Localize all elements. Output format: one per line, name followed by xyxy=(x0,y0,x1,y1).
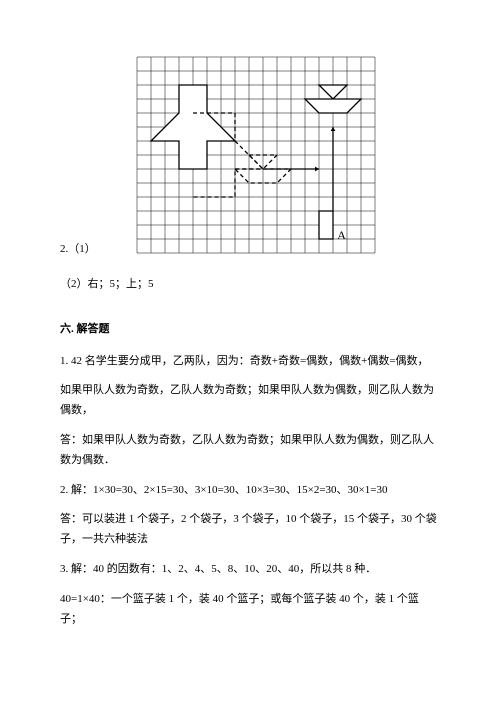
s6-p2: 如果甲队人数为奇数，乙队人数为奇数；如果甲队人数为偶数，则乙队人数为偶数， xyxy=(60,381,440,421)
figure-row: 2.（1） A xyxy=(60,50,440,260)
s6-p4: 2. 解：1×30=30、2×15=30、3×10=30、10×3=30、15×… xyxy=(60,481,440,501)
section-6-heading: 六. 解答题 xyxy=(60,320,440,340)
svg-text:A: A xyxy=(337,228,346,242)
s6-p3: 答：如果甲队人数为奇数，乙队人数为奇数；如果甲队人数为偶数，则乙队人数为偶数． xyxy=(60,431,440,471)
q2-line-2: （2）右；5；上；5 xyxy=(60,275,440,295)
s6-p1: 1. 42 名学生要分成甲，乙两队，因为：奇数+奇数=偶数，偶数+偶数=偶数， xyxy=(60,352,440,372)
s6-p6: 3. 解：40 的因数有：1、2、4、5、8、10、20、40，所以共 8 种． xyxy=(60,560,440,580)
q2-label-1: 2.（1） xyxy=(60,240,96,260)
grid-diagram: A xyxy=(130,50,382,260)
s6-p5: 答：可以装进 1 个袋子，2 个袋子，3 个袋子，10 个袋子，15 个袋子，3… xyxy=(60,510,440,550)
s6-p7: 40=1×40：一个篮子装 1 个，装 40 个篮子；或每个篮子装 40 个，装… xyxy=(60,590,440,630)
